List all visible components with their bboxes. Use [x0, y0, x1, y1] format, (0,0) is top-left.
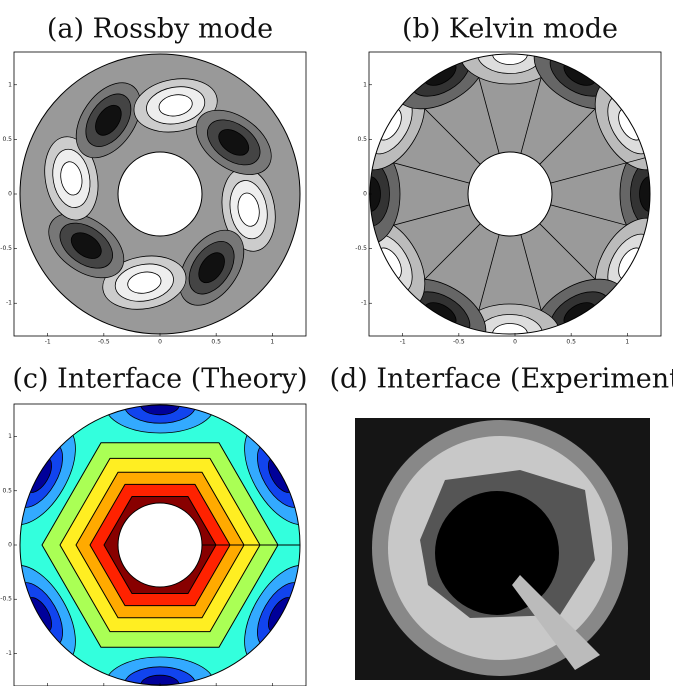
contour	[459, 54, 561, 85]
contour	[370, 143, 401, 245]
inner-hole	[117, 502, 203, 588]
x-tick-label: -1	[45, 339, 51, 346]
contour	[459, 303, 561, 334]
inner-hole	[117, 151, 203, 237]
y-tick-label: 0.5	[357, 136, 367, 143]
contour	[619, 143, 650, 245]
contour	[60, 161, 83, 196]
contour	[639, 176, 650, 212]
x-tick-label: -1	[400, 339, 406, 346]
y-tick-label: 0.5	[2, 487, 12, 494]
contour	[218, 129, 250, 156]
contour	[237, 192, 260, 227]
y-tick-label: 1	[363, 81, 367, 88]
x-tick-label: 0	[158, 339, 162, 346]
x-tick-label: 0.5	[211, 339, 221, 346]
y-tick-label: -1	[361, 300, 367, 307]
contour	[158, 94, 193, 117]
contour	[198, 252, 225, 284]
contour	[477, 54, 543, 74]
panel-title: (d) Interface (Experiment)	[329, 364, 673, 395]
contour	[70, 232, 102, 259]
photo-probe	[512, 575, 600, 670]
y-tick-label: 0	[8, 542, 12, 549]
contour	[123, 405, 197, 424]
y-tick-label: -0.5	[0, 245, 12, 252]
y-tick-label: 0	[8, 191, 12, 198]
panel-title: (c) Interface (Theory)	[12, 364, 307, 395]
y-tick-label: -1	[6, 300, 12, 307]
x-tick-label: 1	[625, 339, 629, 346]
plot	[20, 54, 300, 334]
inner-hole	[467, 151, 553, 237]
contour	[95, 104, 122, 136]
panel-title: (a) Rossby mode	[47, 14, 273, 45]
contour	[127, 271, 162, 294]
contour	[370, 161, 390, 227]
contour	[492, 54, 528, 65]
x-tick-label: -0.5	[453, 339, 465, 346]
y-tick-label: 1	[8, 433, 12, 440]
contour	[477, 314, 543, 334]
contour	[104, 656, 216, 685]
panel-title: (b) Kelvin mode	[402, 14, 618, 45]
contour-line	[550, 157, 646, 184]
y-tick-label: 0.5	[2, 136, 12, 143]
contour	[492, 323, 528, 334]
x-tick-label: -0.5	[98, 339, 110, 346]
y-tick-label: 1	[8, 81, 12, 88]
contour	[104, 405, 216, 434]
y-tick-label: -0.5	[355, 245, 367, 252]
y-tick-label: -1	[6, 650, 12, 657]
x-tick-label: 1	[270, 339, 274, 346]
x-tick-label: 0	[513, 339, 517, 346]
contour	[630, 161, 650, 227]
contour	[123, 666, 197, 685]
x-tick-label: 0.5	[566, 339, 576, 346]
contour	[370, 176, 381, 212]
y-tick-label: -0.5	[0, 596, 12, 603]
y-tick-label: 0	[363, 191, 367, 198]
